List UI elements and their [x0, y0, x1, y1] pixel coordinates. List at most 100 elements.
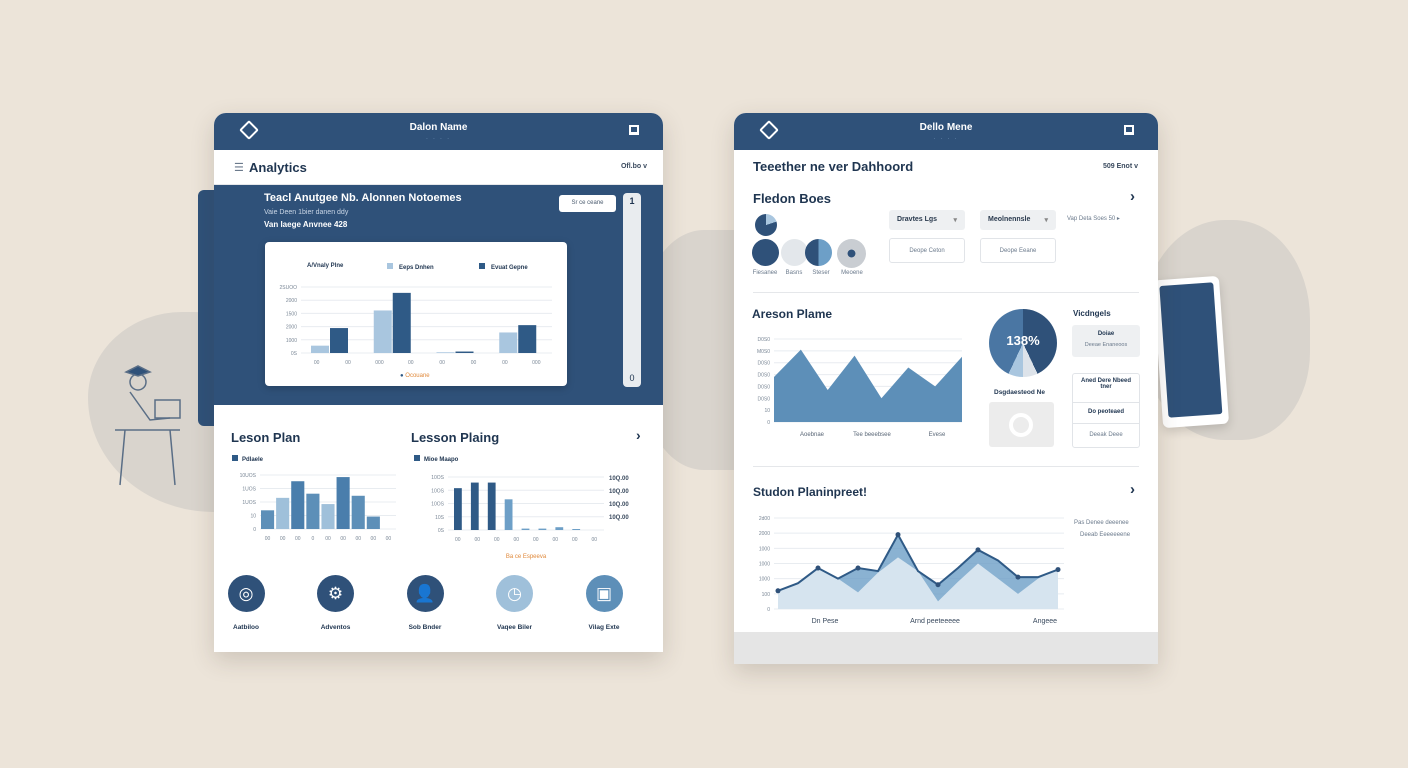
status-circle[interactable] — [805, 239, 832, 266]
legend-item: Mioe Maapo — [414, 455, 458, 463]
light-area-series — [778, 557, 1058, 609]
bar — [518, 325, 537, 353]
x-tick-label: 00 — [455, 537, 461, 543]
x-tick-label: 00 — [502, 360, 508, 366]
option-card[interactable]: Deope Ceton — [889, 238, 965, 263]
y-tick-label: 2d00 — [759, 516, 770, 522]
app-subtitle: · · · · — [933, 136, 959, 142]
y-tick-label: 1UOS — [242, 500, 256, 506]
user-menu[interactable]: Ofl.bo v — [620, 163, 647, 170]
side-list-item[interactable]: Do peoteaed — [1073, 403, 1139, 424]
legend-label: Pdlaele — [242, 457, 264, 463]
circle-label: Meoene — [841, 270, 863, 276]
x-tick-label: 00 — [513, 537, 519, 543]
x-tick-label: 00 — [474, 537, 480, 543]
legend-label: Deeab Eeeeeeene — [1080, 532, 1131, 538]
pie-icon — [755, 214, 777, 236]
bar — [336, 477, 350, 529]
toolbar: ☰ Analytics Ofl.bo v — [214, 150, 663, 185]
action-button[interactable]: 👤 Sob Bnder — [405, 575, 445, 631]
select-value: Meolnennsle — [988, 216, 1031, 223]
circle-label: Basns — [785, 270, 803, 276]
chevron-right-icon[interactable]: › — [636, 427, 641, 443]
divider — [753, 466, 1139, 467]
side-list: Aned Dere Nbeed tner Do peoteaed Deeak D… — [1072, 373, 1140, 448]
footer-label: Ocouane — [405, 373, 430, 379]
right-tick-label: 10Q.00 — [609, 515, 629, 521]
x-tick-label: 00 — [295, 536, 301, 542]
y-tick-label: 1000 — [286, 338, 297, 344]
menu-icon[interactable]: ☰ — [234, 162, 244, 174]
right-tick-label: 10Q.00 — [609, 502, 629, 508]
legend-label: Mioe Maapo — [424, 457, 459, 463]
fledon-title: Fledon Boes — [753, 191, 832, 206]
x-tick-label: 00 — [386, 536, 392, 542]
y-tick-label: D0S0 — [757, 337, 770, 343]
side-card[interactable]: Doiae Deeae Enaneoos — [1072, 325, 1140, 357]
bar — [454, 488, 462, 530]
bar — [499, 332, 518, 353]
option-card[interactable]: Deope Eeane — [980, 238, 1056, 263]
y-tick-label: M0S0 — [757, 349, 770, 355]
y-tick-label: 1000 — [759, 562, 770, 568]
x-tick-label: 00 — [325, 536, 331, 542]
side-list-item[interactable]: Aned Dere Nbeed tner — [1073, 374, 1139, 403]
bar — [487, 482, 496, 530]
x-tick-label: Angeee — [1033, 618, 1057, 625]
legend-label: Eeps Dnhen — [399, 265, 434, 271]
user-menu[interactable]: 509 Enot v — [1102, 163, 1138, 170]
monitor-icon[interactable] — [629, 125, 639, 135]
side-card-title: Doiae — [1097, 331, 1115, 337]
bar — [572, 529, 581, 530]
chart-footer: Ba ce Espeeva — [506, 554, 547, 560]
x-tick-label: 00 — [265, 536, 271, 542]
action-button[interactable]: ◎ Aatbiloo — [226, 575, 266, 631]
scroll-top-label: 1 — [629, 196, 635, 206]
y-tick-label: 0S — [438, 528, 445, 534]
y-tick-label: 1500 — [286, 311, 297, 317]
gauge-label-text: Dsgdaesteod — [994, 389, 1035, 396]
select-dropdown[interactable]: Meolnennsle ▾ — [980, 210, 1056, 230]
chevron-down-icon: ▾ — [1044, 217, 1048, 224]
action-label: Aatbiloo — [233, 624, 259, 631]
action-label: Sob Bnder — [408, 624, 442, 631]
select-dropdown[interactable]: Dravtes Lgs ▾ — [889, 210, 965, 230]
action-button[interactable]: ◷ Vaqee Biler — [495, 575, 535, 631]
action-label: Adventos — [320, 624, 351, 631]
area-chart: D0S0 M0S0 D0S0 D0S0 D0S0 D0S0 10 0 Aoebnae Tee be… — [757, 337, 962, 438]
action-button[interactable]: ⚙ Adventos — [316, 575, 356, 631]
refresh-card[interactable] — [989, 402, 1054, 447]
y-tick-label: 10UOS — [240, 473, 257, 479]
chevron-right-icon[interactable]: › — [1130, 188, 1135, 205]
page-title: Teeether ne ver Dahhoord — [753, 159, 914, 174]
status-circle[interactable] — [781, 239, 808, 266]
hero-subtitle: Vaie Deen 1bier danen ddy — [264, 209, 349, 216]
hero-title: Teacl Anutgee Nb. Alonnen Notoemes — [264, 192, 462, 204]
lesson-plaing-chart: 10OS 10OS 10OS 10S 0S 00 00 00 00 00 00 00 00 10Q.00 1… — [431, 475, 629, 560]
side-list-item[interactable]: Deeak Deee — [1089, 432, 1123, 438]
status-circle[interactable] — [752, 239, 779, 266]
scrollbar[interactable]: 1 0 — [623, 193, 641, 387]
status-circle[interactable] — [837, 239, 866, 268]
x-tick-label: 00 — [494, 537, 500, 543]
y-tick-label: 1000 — [759, 546, 770, 552]
data-point — [775, 588, 781, 594]
monitor-icon[interactable] — [1124, 125, 1134, 135]
x-tick-label: 00 — [371, 536, 377, 542]
x-tick-label: Arnd peeteeeee — [910, 618, 960, 625]
data-point — [895, 532, 901, 538]
chevron-right-icon[interactable]: › — [1130, 481, 1135, 498]
tablet-chart-icon: ▣ — [585, 575, 623, 612]
circle-label: Fiesanee — [752, 270, 778, 276]
bar — [436, 352, 455, 353]
hero-button[interactable]: Sr ce ceane — [559, 195, 616, 212]
action-button[interactable]: ▣ Vilag Exte — [584, 575, 624, 631]
side-title: Vicdngels — [1073, 309, 1111, 318]
x-tick-label: 000 — [532, 360, 541, 366]
view-link[interactable]: Vap Deta Soes 50 ▸ — [1067, 216, 1120, 222]
x-tick-label: 00 — [552, 537, 558, 543]
x-tick-label: 00 — [355, 536, 361, 542]
area-series — [774, 349, 962, 422]
refresh-icon — [1009, 413, 1033, 437]
